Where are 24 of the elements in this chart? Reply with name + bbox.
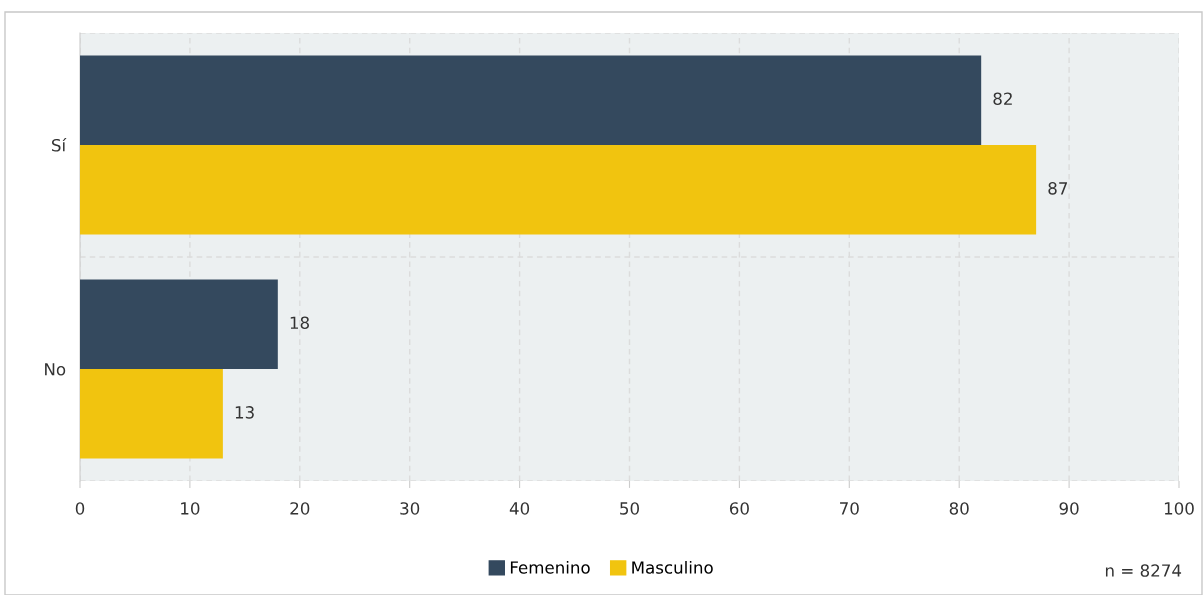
x-tick-label: 10 xyxy=(181,502,200,515)
x-tick-label: 30 xyxy=(400,502,420,515)
x-tick-label: 80 xyxy=(949,502,969,515)
bar xyxy=(80,369,223,459)
bar xyxy=(80,279,278,369)
bar xyxy=(80,145,1037,235)
x-tick-label: 70 xyxy=(840,502,859,515)
x-tick-label: 40 xyxy=(509,502,530,515)
y-tick-label: Sí xyxy=(52,138,67,152)
data-label: 82 xyxy=(993,92,1012,106)
legend-label: Masculino xyxy=(632,560,713,574)
y-tick-label: No xyxy=(45,363,66,376)
bar xyxy=(80,55,982,145)
x-tick-label: 60 xyxy=(729,502,749,515)
data-label: 18 xyxy=(290,316,309,330)
x-tick-label: 50 xyxy=(620,502,639,515)
x-tick-label: 100 xyxy=(1164,502,1194,515)
legend-label: Femenino xyxy=(510,560,590,574)
data-label: 87 xyxy=(1048,182,1068,195)
text: n = 8274 xyxy=(1105,564,1182,577)
data-label: 13 xyxy=(235,406,254,419)
x-tick-label: 90 xyxy=(1059,502,1079,515)
x-tick-label: 20 xyxy=(290,502,310,515)
x-tick-label: 0 xyxy=(75,502,85,515)
